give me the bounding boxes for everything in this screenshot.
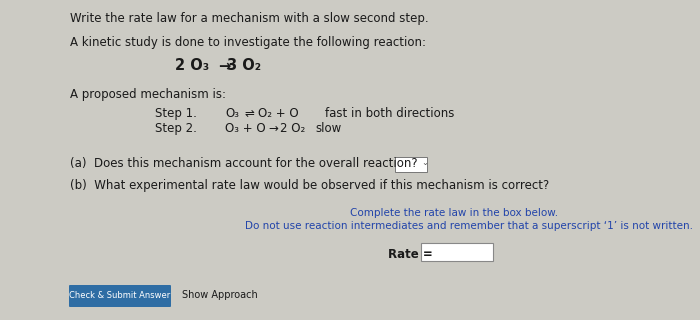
Text: fast in both directions: fast in both directions (325, 107, 454, 120)
Text: 3 O₂: 3 O₂ (227, 58, 261, 73)
Text: 2 O₂: 2 O₂ (280, 122, 305, 135)
Text: O₃ + O: O₃ + O (225, 122, 265, 135)
Text: (b)  What experimental rate law would be observed if this mechanism is correct?: (b) What experimental rate law would be … (70, 179, 550, 192)
Text: Do not use reaction intermediates and remember that a superscript ‘1’ is not wri: Do not use reaction intermediates and re… (245, 221, 693, 231)
Text: 2 O₃: 2 O₃ (175, 58, 209, 73)
Text: A kinetic study is done to investigate the following reaction:: A kinetic study is done to investigate t… (70, 36, 426, 49)
Text: O₃: O₃ (225, 107, 239, 120)
Text: Write the rate law for a mechanism with a slow second step.: Write the rate law for a mechanism with … (70, 12, 428, 25)
Text: ⌄: ⌄ (421, 158, 428, 167)
Text: (a)  Does this mechanism account for the overall reaction?: (a) Does this mechanism account for the … (70, 157, 418, 170)
Text: Step 1.: Step 1. (155, 107, 197, 120)
Text: slow: slow (315, 122, 342, 135)
Text: Show Approach: Show Approach (182, 290, 258, 300)
Text: ⇌: ⇌ (244, 107, 254, 120)
Text: →: → (268, 122, 278, 135)
Text: Complete the rate law in the box below.: Complete the rate law in the box below. (350, 208, 558, 218)
FancyBboxPatch shape (421, 243, 493, 261)
Text: →: → (218, 58, 230, 73)
Text: Step 2.: Step 2. (155, 122, 197, 135)
FancyBboxPatch shape (69, 285, 171, 307)
Text: Rate =: Rate = (388, 248, 433, 261)
Text: O₂ + O: O₂ + O (258, 107, 299, 120)
Text: A proposed mechanism is:: A proposed mechanism is: (70, 88, 226, 101)
FancyBboxPatch shape (395, 157, 427, 172)
Text: Check & Submit Answer: Check & Submit Answer (69, 292, 171, 300)
